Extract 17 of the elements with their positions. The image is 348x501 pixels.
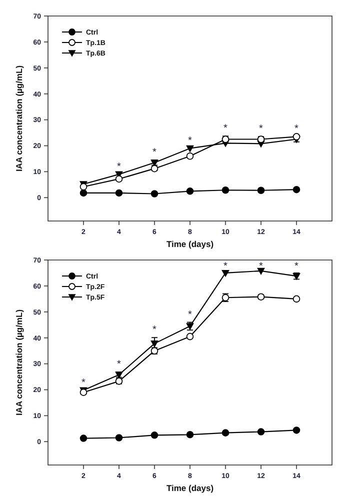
annotation: * bbox=[259, 124, 264, 135]
annotation: * bbox=[188, 135, 192, 146]
annotation: * bbox=[117, 161, 122, 172]
annotation: * bbox=[294, 261, 299, 272]
annotation: * bbox=[259, 261, 264, 272]
annotation: * bbox=[224, 261, 228, 272]
annotation: * bbox=[294, 124, 299, 135]
annotation: * bbox=[188, 309, 192, 320]
x-axis-title: Time (days) bbox=[166, 483, 214, 493]
x-axis-title: Time (days) bbox=[166, 239, 214, 249]
y-axis-title: IAA concentration (µg/mL) bbox=[14, 309, 24, 416]
annotation: * bbox=[152, 324, 157, 336]
annotation: * bbox=[224, 123, 228, 134]
annotation: * bbox=[152, 147, 157, 158]
annotation: * bbox=[82, 377, 86, 388]
annotation: * bbox=[117, 359, 122, 370]
y-axis-title: IAA concentration (µg/mL) bbox=[14, 65, 24, 172]
